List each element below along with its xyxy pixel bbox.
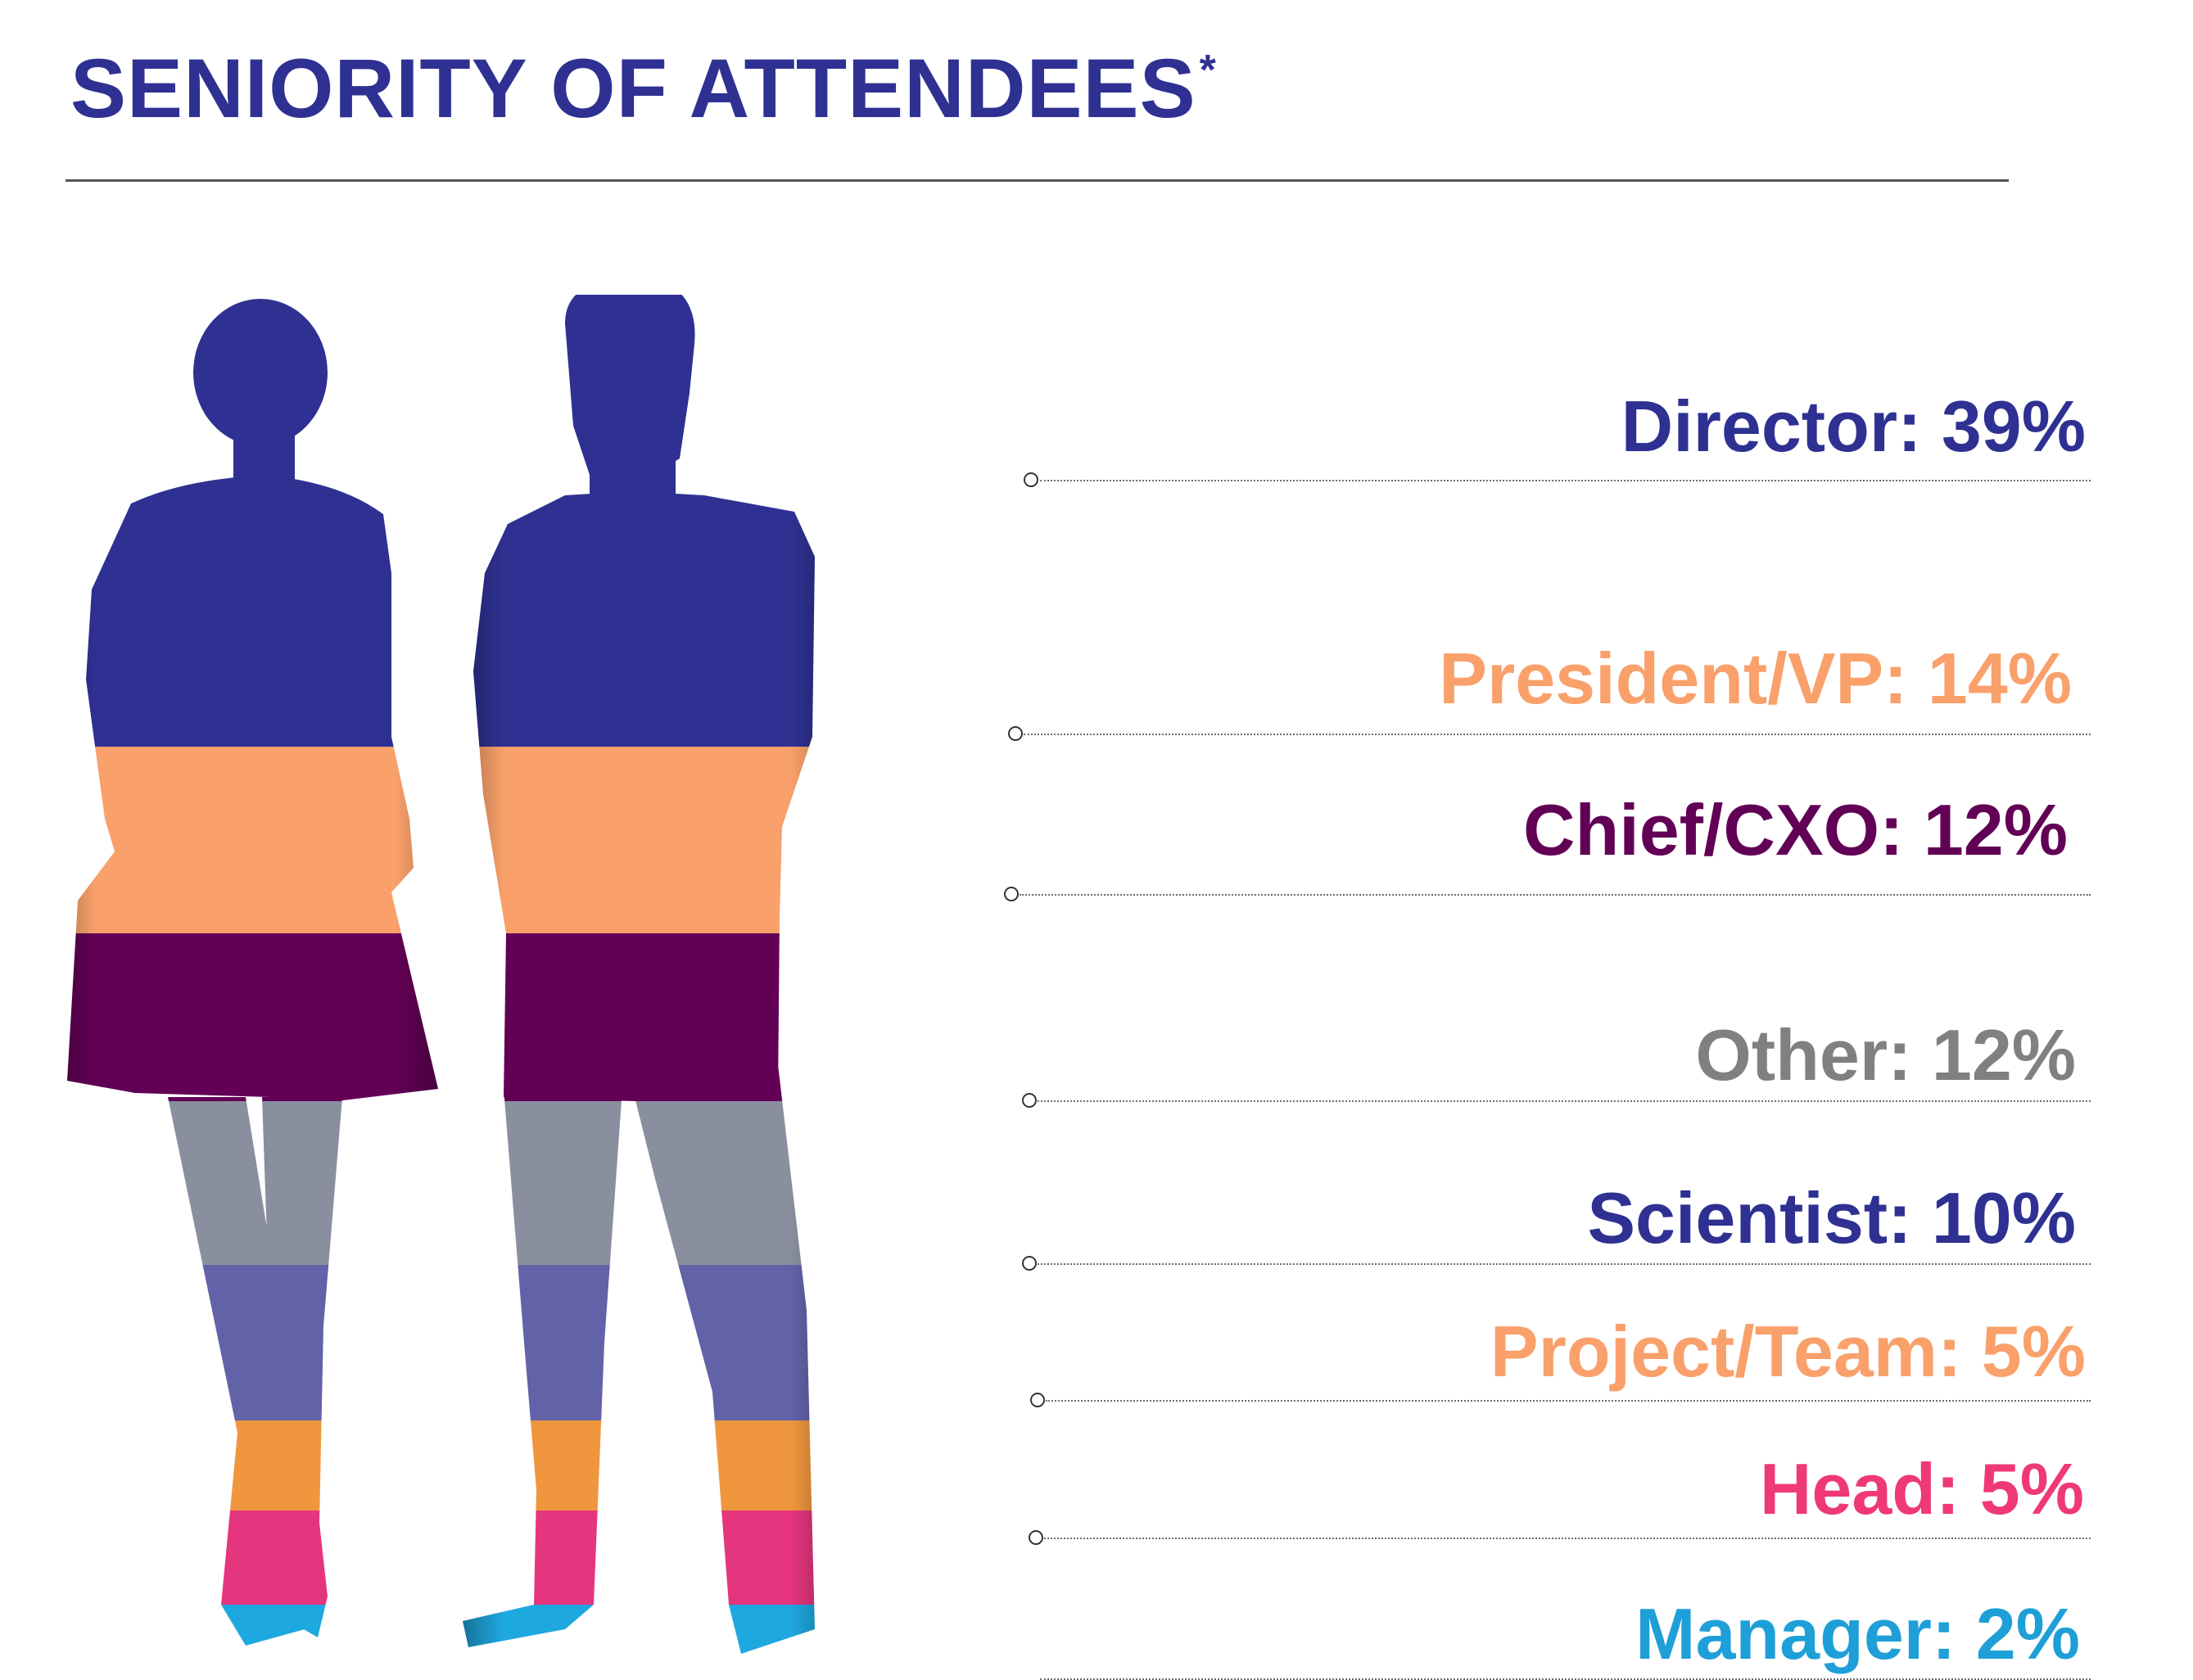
label-chief-cxo: Chief/CXO: 12% (1522, 789, 2068, 870)
leader-line-chief-cxo (1020, 894, 2091, 896)
leader-line-other (1038, 1100, 2091, 1102)
label-scientist: Scientist: 10% (1587, 1177, 2076, 1258)
label-head: Head: 5% (1759, 1448, 2084, 1529)
leader-line-head (1044, 1538, 2091, 1539)
leader-dot-scientist (1022, 1256, 1037, 1271)
leader-dot-other (1022, 1093, 1037, 1108)
leader-line-president-vp (1024, 734, 2091, 735)
title-footnote-mark: * (1199, 47, 1217, 94)
title-text: SENIORITY OF ATTENDEES (70, 42, 1196, 135)
attendee-silhouettes (67, 277, 815, 1654)
leader-dot-president-vp (1008, 726, 1023, 741)
leader-line-scientist (1038, 1263, 2091, 1265)
leader-dot-head (1029, 1530, 1043, 1545)
leader-dot-chief-cxo (1004, 887, 1019, 901)
leader-dot-director (1024, 472, 1038, 487)
label-director: Director: 39% (1621, 386, 2086, 467)
leader-dot-project-team (1030, 1393, 1045, 1407)
chart-title: SENIORITY OF ATTENDEES* (70, 41, 1217, 137)
title-divider (66, 179, 2009, 182)
label-project-team: Project/Team: 5% (1490, 1311, 2086, 1392)
label-manager: Manager: 2% (1635, 1593, 2080, 1674)
label-other: Other: 12% (1695, 1014, 2076, 1095)
leader-line-project-team (1046, 1400, 2091, 1402)
leader-line-director (1040, 480, 2091, 481)
label-president-vp: President/VP: 14% (1439, 638, 2072, 719)
